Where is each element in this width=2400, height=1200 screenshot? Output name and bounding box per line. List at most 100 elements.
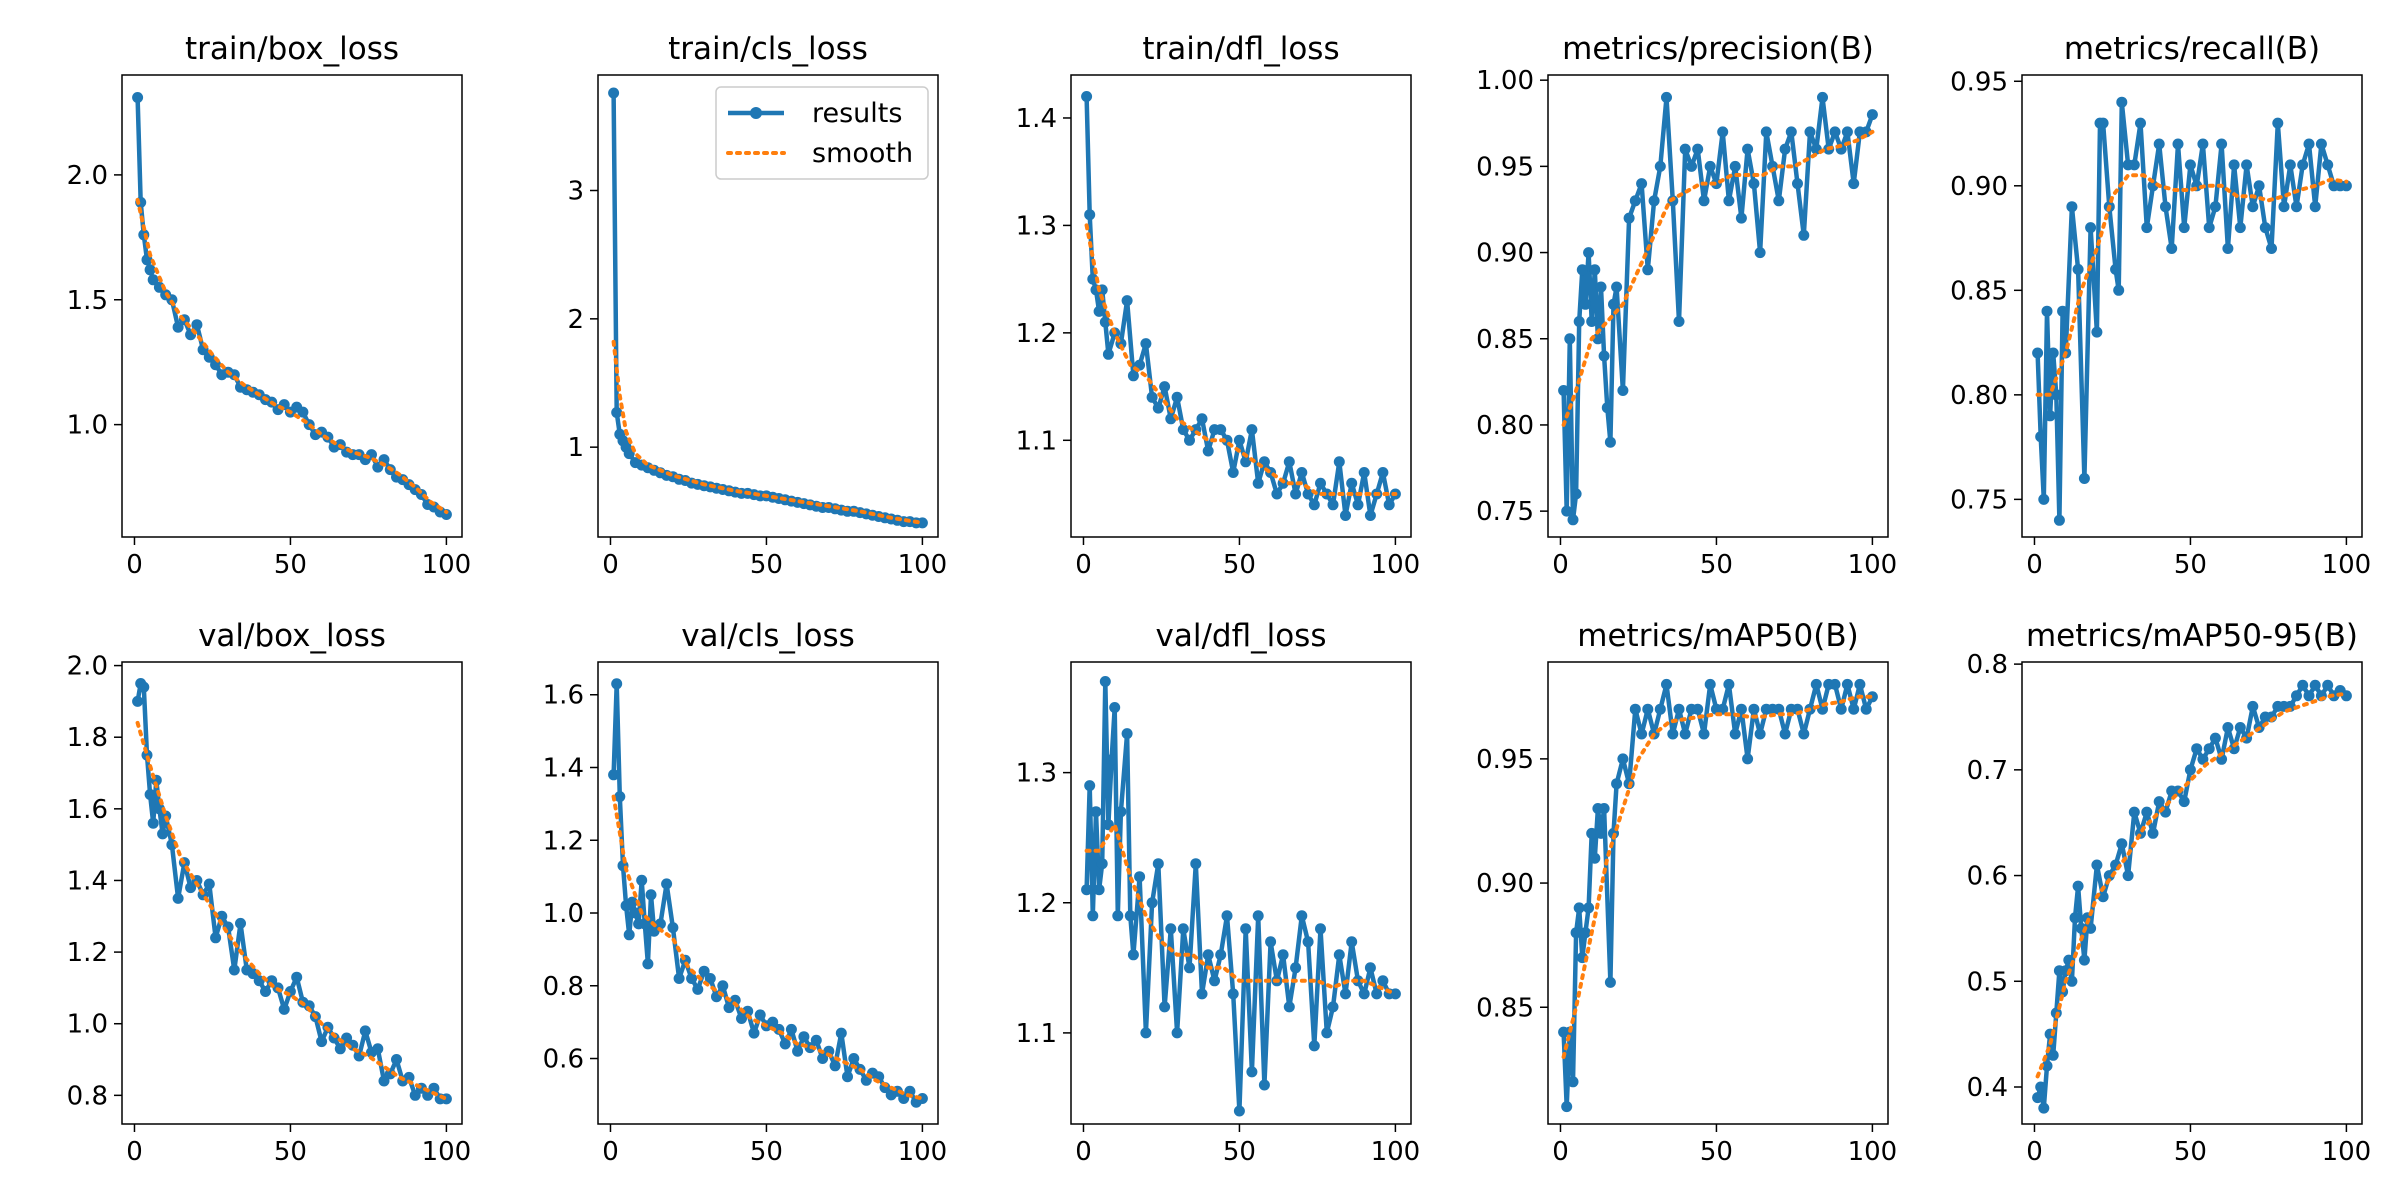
data-point xyxy=(2085,222,2097,234)
y-tick-label: 1.5 xyxy=(67,286,108,316)
data-point xyxy=(422,1089,434,1101)
data-point xyxy=(1735,703,1747,715)
data-point xyxy=(1215,424,1227,436)
data-point xyxy=(1084,209,1096,221)
data-point xyxy=(132,92,144,103)
data-point xyxy=(1127,949,1139,961)
x-tick-label: 0 xyxy=(2026,1137,2043,1167)
data-point xyxy=(1327,1001,1339,1013)
panel-train-cls-loss: train/cls_loss 0 50 100 1 2 3 results smooth xyxy=(567,31,947,580)
data-point xyxy=(2303,138,2315,150)
x-tick-label: 100 xyxy=(2322,550,2372,580)
data-point xyxy=(1598,350,1610,362)
y-tick-label: 0.8 xyxy=(543,972,584,1002)
data-point xyxy=(1589,852,1601,864)
plot-frame xyxy=(2021,74,2363,538)
legend-results-marker xyxy=(750,107,762,119)
data-point xyxy=(2291,690,2302,702)
y-tick-label: 1 xyxy=(567,433,584,463)
data-point xyxy=(2297,159,2309,171)
data-point xyxy=(1177,923,1189,935)
data-point xyxy=(2266,243,2277,254)
data-point xyxy=(2085,922,2097,934)
data-point xyxy=(1124,910,1136,922)
legend-box xyxy=(715,86,929,180)
smooth-line xyxy=(611,339,925,525)
data-point xyxy=(2032,1092,2044,1104)
data-point xyxy=(2047,347,2059,359)
y-tick-label: 0.7 xyxy=(1967,756,2008,786)
plot-frame xyxy=(1547,74,1889,538)
series-smooth xyxy=(1084,223,1398,496)
data-point xyxy=(1371,988,1383,1000)
y-tick-label: 0.75 xyxy=(1476,497,1534,527)
data-point xyxy=(1692,703,1704,715)
y-tick-label: 1.1 xyxy=(1016,1019,1057,1049)
data-point xyxy=(1352,499,1364,511)
data-point xyxy=(2047,1049,2059,1061)
data-point xyxy=(1617,753,1629,765)
data-point xyxy=(1093,305,1105,317)
data-point xyxy=(1315,923,1326,935)
panel-val-cls-loss: val/cls_loss 0 50 100 0.6 0.8 1.0 1.2 1.4 1.6 xyxy=(543,618,948,1167)
x-tick-label: 0 xyxy=(602,550,619,580)
y-tick-label: 1.6 xyxy=(543,681,584,711)
plot-frame xyxy=(597,661,939,1125)
data-point xyxy=(1829,678,1841,690)
data-point xyxy=(1333,949,1345,961)
data-point xyxy=(1377,975,1389,987)
data-point xyxy=(2153,138,2165,150)
data-point xyxy=(1209,975,1220,987)
data-point xyxy=(1773,195,1785,207)
data-point xyxy=(2234,722,2246,733)
x-tick-label: 0 xyxy=(126,1137,143,1167)
data-point xyxy=(1567,514,1579,526)
data-point xyxy=(1121,295,1133,307)
data-point xyxy=(1233,1105,1245,1117)
smooth-line xyxy=(135,197,449,514)
y-tick-label: 0.85 xyxy=(1476,993,1534,1023)
y-tick-label: 0.90 xyxy=(1476,869,1534,899)
y-tick-label: 0.6 xyxy=(543,1045,584,1075)
y-tick-label: 0.95 xyxy=(1476,745,1534,775)
data-point xyxy=(2247,201,2259,213)
data-point xyxy=(1779,728,1791,740)
data-point xyxy=(916,1093,928,1104)
data-point xyxy=(1629,195,1641,207)
data-point xyxy=(1215,949,1227,961)
data-point xyxy=(1115,806,1127,818)
data-point xyxy=(608,769,620,781)
data-point xyxy=(1389,988,1401,1000)
data-point xyxy=(1698,195,1710,207)
data-point xyxy=(1673,703,1685,715)
data-point xyxy=(147,274,159,286)
data-point xyxy=(1290,962,1302,974)
x-tick-label: 0 xyxy=(602,1137,619,1167)
y-tick-label: 0.95 xyxy=(1476,152,1534,182)
series-smooth xyxy=(1561,129,1875,427)
data-point xyxy=(2166,243,2178,254)
data-point xyxy=(1589,264,1601,276)
data-point xyxy=(1099,316,1111,328)
data-point xyxy=(1202,949,1214,961)
data-point xyxy=(2297,679,2309,691)
y-tick-label: 0.80 xyxy=(1950,381,2008,411)
data-point xyxy=(1654,160,1666,172)
data-point xyxy=(1642,703,1654,715)
data-point xyxy=(1327,499,1339,511)
data-point xyxy=(1573,316,1585,327)
smooth-line xyxy=(2035,173,2349,397)
data-point xyxy=(1102,348,1114,360)
data-point xyxy=(2091,326,2103,338)
panel-title: train/box_loss xyxy=(185,31,399,67)
data-point xyxy=(216,910,228,922)
x-tick-label: 100 xyxy=(422,550,472,580)
data-point xyxy=(1798,728,1810,740)
data-point xyxy=(1346,936,1358,948)
data-point xyxy=(1227,988,1239,1000)
data-point xyxy=(2228,159,2240,171)
data-point xyxy=(1106,754,1118,766)
series-results xyxy=(132,92,452,520)
data-point xyxy=(1099,676,1111,687)
data-point xyxy=(157,828,169,840)
